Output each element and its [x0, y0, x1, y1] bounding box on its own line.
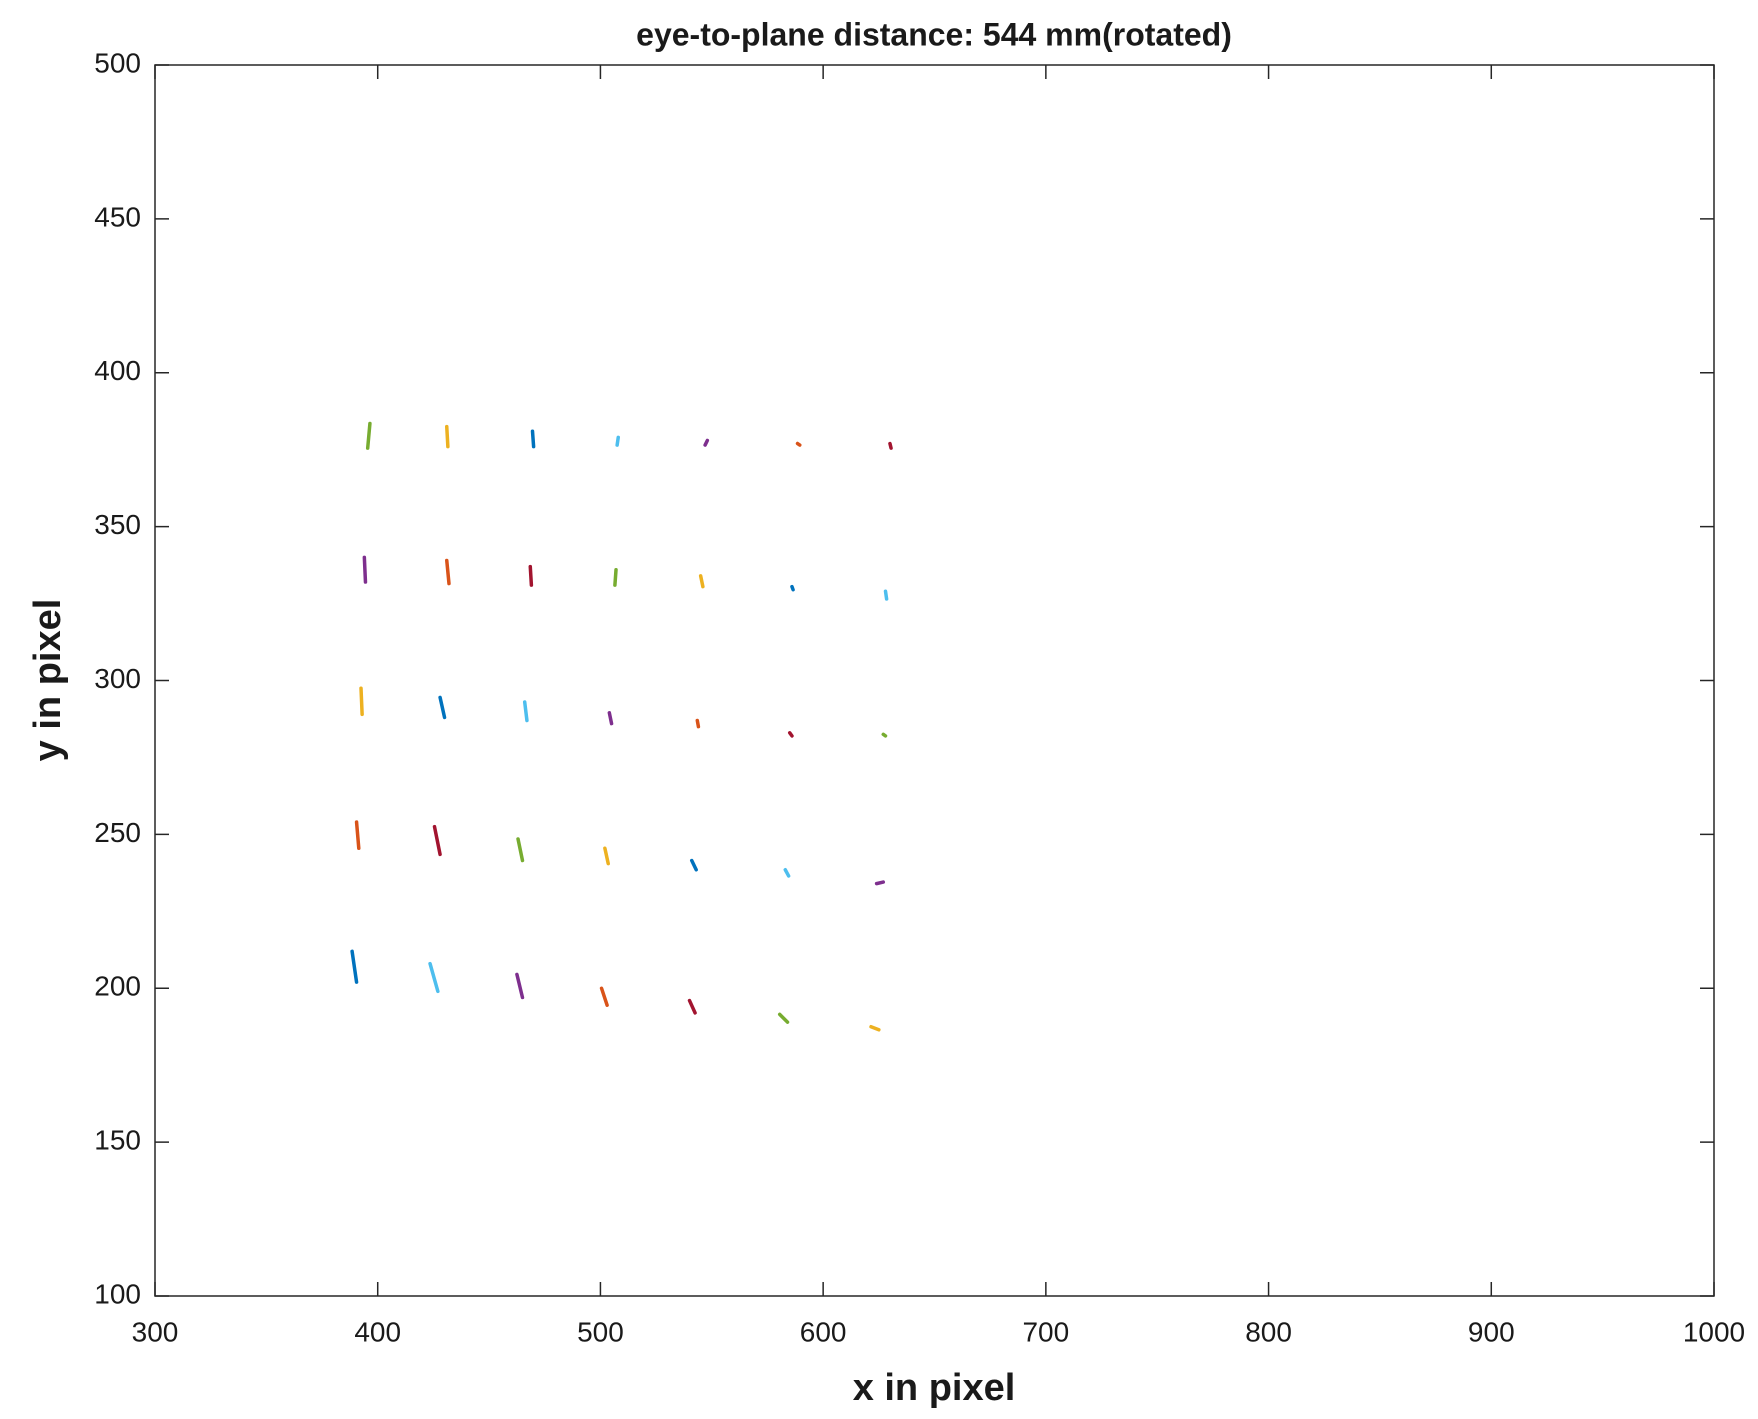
segment — [874, 880, 886, 886]
chart-title: eye-to-plane distance: 544 mm(rotated) — [636, 16, 1232, 52]
segment — [522, 700, 529, 723]
y-tick-label: 450 — [94, 201, 141, 232]
y-axis-label: y in pixel — [27, 599, 69, 762]
segment — [689, 858, 698, 872]
x-axis-label: x in pixel — [853, 1367, 1016, 1409]
segment — [350, 949, 359, 984]
segment — [528, 564, 534, 587]
segment — [869, 1024, 881, 1032]
segment — [695, 718, 701, 729]
segment — [359, 686, 364, 717]
plot-frame — [154, 64, 1715, 1297]
y-tick-label: 150 — [94, 1125, 141, 1156]
segment — [883, 589, 889, 601]
segment — [603, 846, 610, 866]
x-tick-label: 400 — [354, 1316, 401, 1347]
segment — [354, 820, 361, 850]
segment — [795, 441, 802, 447]
y-tick-label: 100 — [94, 1278, 141, 1309]
segment — [888, 441, 893, 450]
segment — [787, 731, 794, 738]
segment — [703, 438, 710, 447]
segment — [445, 424, 450, 449]
segment — [438, 695, 447, 720]
segment — [432, 824, 442, 857]
segment — [777, 1012, 790, 1024]
y-tick-label: 250 — [94, 817, 141, 848]
segment — [530, 429, 536, 449]
segment — [365, 421, 372, 450]
segment — [698, 574, 705, 589]
y-tick-label: 350 — [94, 509, 141, 540]
segment — [515, 972, 525, 1000]
x-tick-label: 300 — [132, 1316, 179, 1347]
segment — [599, 986, 609, 1007]
x-tick-label: 600 — [800, 1316, 847, 1347]
segment — [615, 435, 620, 447]
y-tick-label: 300 — [94, 663, 141, 694]
segment — [613, 567, 618, 587]
segment — [790, 584, 795, 592]
segment — [516, 837, 525, 863]
x-tick-label: 1000 — [1683, 1316, 1745, 1347]
segment — [783, 868, 791, 878]
segment — [362, 555, 368, 584]
y-tick-label: 200 — [94, 971, 141, 1002]
y-tick-label: 400 — [94, 355, 141, 386]
segment — [445, 558, 451, 586]
segment — [687, 998, 697, 1015]
segment — [607, 711, 614, 726]
x-tick-label: 500 — [577, 1316, 624, 1347]
segment — [881, 732, 888, 738]
y-tick-label: 500 — [94, 47, 141, 78]
x-tick-label: 900 — [1468, 1316, 1515, 1347]
x-tick-label: 700 — [1022, 1316, 1069, 1347]
segment — [428, 961, 440, 994]
x-tick-label: 800 — [1245, 1316, 1292, 1347]
